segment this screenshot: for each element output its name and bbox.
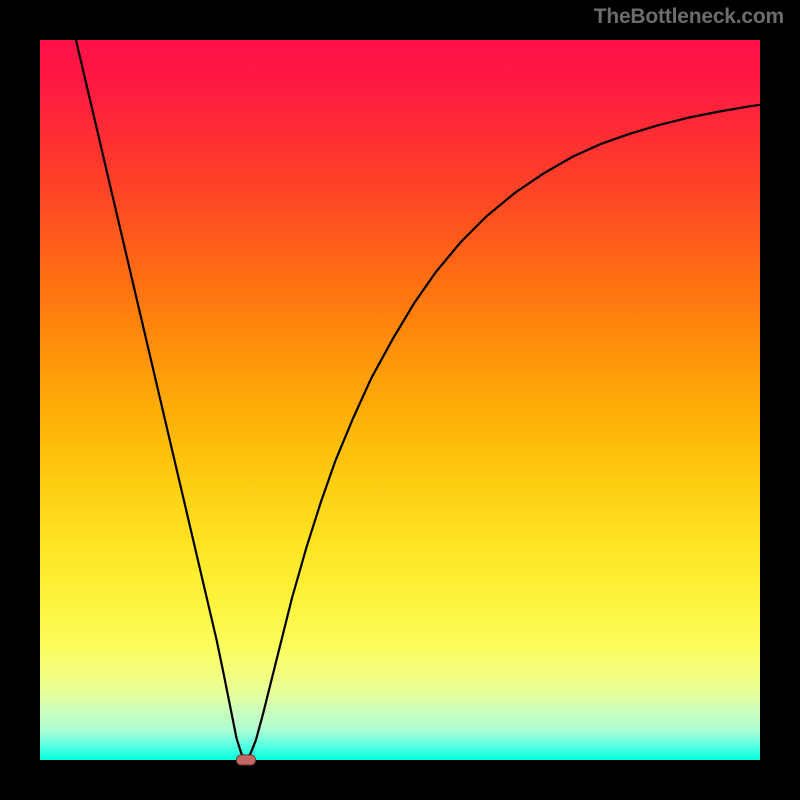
- bottleneck-chart: TheBottleneck.com: [0, 0, 800, 800]
- plot-area: [40, 40, 760, 760]
- frame-left: [0, 40, 40, 760]
- frame-bottom: [0, 760, 800, 800]
- bottleneck-curve: [40, 40, 760, 760]
- frame-right: [760, 40, 800, 760]
- watermark-text: TheBottleneck.com: [594, 5, 784, 29]
- optimal-marker: [236, 755, 256, 766]
